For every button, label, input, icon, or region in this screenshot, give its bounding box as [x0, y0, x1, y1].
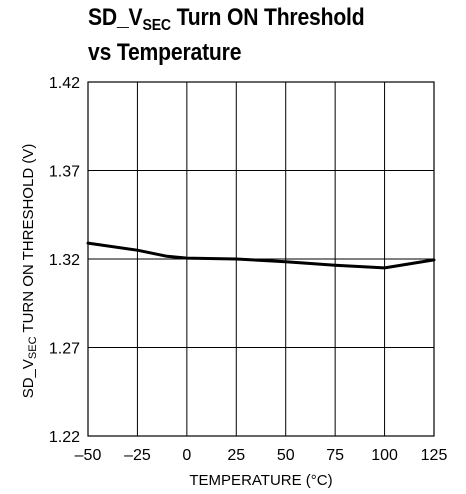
x-tick-label: 100	[371, 447, 398, 464]
chart-title-line1: SD_VSEC Turn ON Threshold	[88, 4, 365, 34]
x-tick-label: –50	[75, 447, 102, 464]
y-tick-label: 1.22	[49, 429, 80, 446]
x-tick-label: 25	[227, 447, 245, 464]
y-axis-label: SD_VSEC TURN ON THRESHOLD (V)	[20, 144, 39, 399]
x-tick-label: 50	[277, 447, 295, 464]
chart-title-line2: vs Temperature	[88, 39, 242, 66]
y-tick-label: 1.27	[49, 341, 80, 358]
y-tick-label: 1.42	[49, 75, 80, 92]
plot-frame	[87, 81, 435, 437]
x-tick-label: 0	[182, 447, 191, 464]
series-line-threshold	[86, 241, 436, 270]
y-tick-label: 1.32	[49, 252, 80, 269]
x-tick-label: –25	[124, 447, 151, 464]
chart-title: SD_VSEC Turn ON Threshold vs Temperature	[88, 4, 365, 66]
x-tick-label: 75	[326, 447, 344, 464]
x-axis-label: TEMPERATURE (°C)	[189, 472, 332, 489]
tick-labels: –50 –25 0 25 50 75 100 125 1.22 1.27 1.32 1.37 1.42	[49, 75, 448, 464]
y-tick-label: 1.37	[49, 164, 80, 181]
x-tick-label: 125	[421, 447, 448, 464]
